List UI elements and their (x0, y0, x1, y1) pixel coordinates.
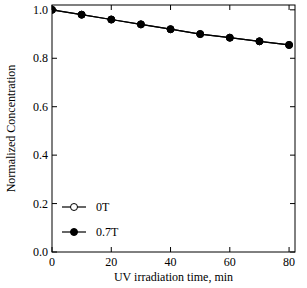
x-tick (111, 247, 112, 252)
data-point (197, 31, 204, 38)
y-tick-label: 0.8 (33, 51, 48, 65)
y-tick-right (290, 58, 295, 59)
x-tick (52, 247, 53, 252)
x-tick-label: 40 (165, 255, 177, 269)
y-tick-label: 0.4 (33, 148, 48, 162)
x-tick-label: 0 (49, 255, 55, 269)
y-tick (52, 252, 57, 253)
y-tick-right (290, 106, 295, 107)
plot-frame (52, 5, 295, 252)
y-tick-label: 0.0 (33, 245, 48, 259)
x-tick (289, 247, 290, 252)
y-tick (52, 106, 57, 107)
x-tick-top (229, 5, 230, 10)
data-point (167, 26, 174, 33)
legend-marker (71, 229, 78, 236)
x-tick (170, 247, 171, 252)
x-axis-label: UV irradiation time, min (114, 270, 233, 284)
legend-label: 0T (96, 200, 110, 214)
data-point (226, 34, 233, 41)
data-point (108, 16, 115, 23)
data-point (108, 16, 115, 23)
series-line (52, 10, 289, 45)
y-tick-right (290, 9, 295, 10)
y-tick-right (290, 252, 295, 253)
data-point (52, 6, 56, 13)
legend: 0T 0.7T (62, 200, 119, 239)
y-tick (52, 58, 57, 59)
y-tick-right (290, 203, 295, 204)
x-tick-label: 80 (283, 255, 295, 269)
data-point (226, 34, 233, 41)
y-tick-label: 0.2 (33, 197, 48, 211)
y-tick (52, 155, 57, 156)
legend-marker (71, 204, 78, 211)
data-group (52, 6, 293, 48)
data-point (78, 11, 85, 18)
data-point (286, 41, 293, 48)
y-tick-right (290, 155, 295, 156)
data-point (167, 26, 174, 33)
x-tick (229, 247, 230, 252)
data-point (256, 38, 263, 45)
y-tick-label: 0.6 (33, 100, 48, 114)
data-point (137, 21, 144, 28)
data-point (52, 6, 56, 13)
data-point (256, 38, 263, 45)
y-axis-label: Normalized Concentration (4, 65, 18, 193)
y-tick (52, 203, 57, 204)
series-line (52, 10, 289, 45)
y-tick-label: 1.0 (33, 3, 48, 17)
data-point (78, 11, 85, 18)
x-tick-top (111, 5, 112, 10)
x-tick-top (289, 5, 290, 10)
data-point (137, 21, 144, 28)
chart: 0 20 40 60 80 0.0 0.2 0.4 0.6 0.8 1.0 UV irradiatio… (0, 0, 307, 288)
x-tick-label: 60 (224, 255, 236, 269)
data-point (286, 41, 293, 48)
legend-label: 0.7T (96, 225, 119, 239)
data-point (197, 31, 204, 38)
x-tick-top (170, 5, 171, 10)
x-tick-label: 20 (105, 255, 117, 269)
